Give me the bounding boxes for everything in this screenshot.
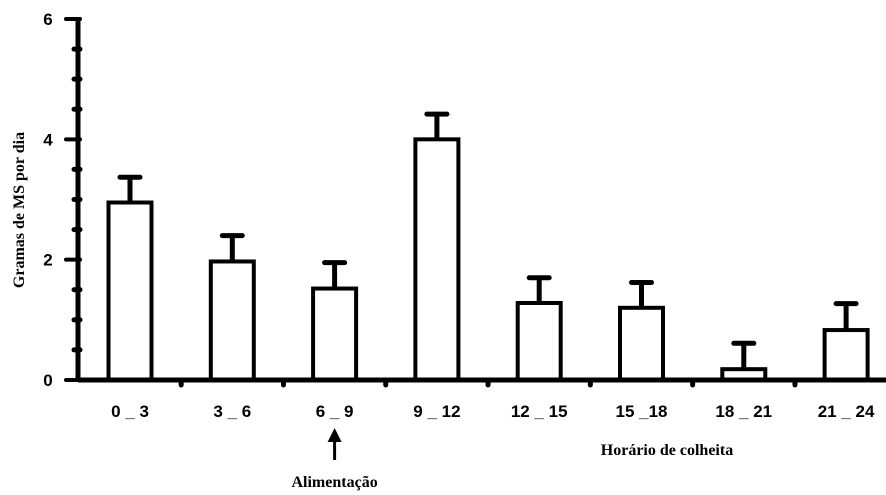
labels-layer: 0 2 4 6 0 _ 3 3 _ 6 6 _ 9 9 _ 12 12 _ 15 15 _18 18… — [43, 10, 875, 421]
bar — [106, 200, 154, 382]
bars-layer — [106, 111, 870, 383]
y-axis-title: Gramas de MS por dia — [11, 132, 28, 288]
x-tick-label: 21 _ 24 — [818, 402, 875, 421]
bar — [822, 328, 870, 383]
y-tick-label: 4 — [43, 130, 53, 149]
x-tick-label: 18 _ 21 — [715, 402, 772, 421]
bar — [208, 259, 256, 383]
x-tick-label: 15 _18 — [616, 402, 668, 421]
bar — [413, 137, 461, 382]
x-tick-label: 12 _ 15 — [511, 402, 568, 421]
x-tick-label: 9 _ 12 — [413, 402, 460, 421]
x-tick-label: 3 _ 6 — [213, 402, 251, 421]
bar — [311, 286, 359, 382]
feeding-annotation: Alimentação — [291, 428, 378, 491]
up-arrow-icon — [327, 428, 342, 460]
bar — [515, 300, 563, 382]
y-tick-label: 2 — [43, 251, 52, 270]
y-tick-label: 6 — [43, 10, 52, 29]
x-axis-title: Horário de colheita — [601, 442, 733, 459]
x-tick-label: 0 _ 3 — [111, 402, 149, 421]
bar — [618, 305, 665, 382]
y-tick-label: 0 — [43, 371, 52, 390]
annotation-label: Alimentação — [291, 474, 377, 491]
axes-layer — [64, 17, 886, 388]
x-tick-label: 6 _ 9 — [316, 402, 354, 421]
